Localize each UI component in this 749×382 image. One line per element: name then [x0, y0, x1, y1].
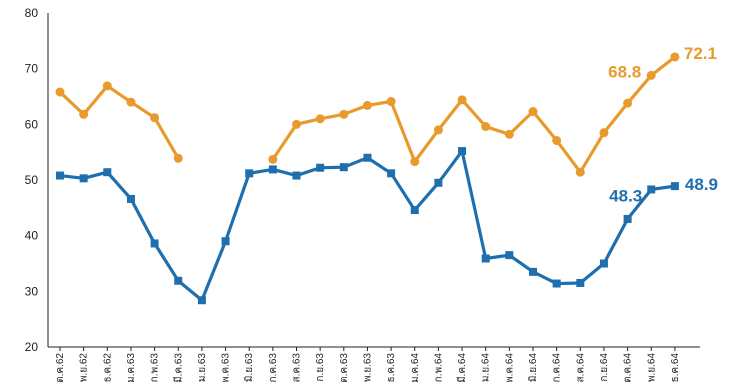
- x-tick-label: ก.ย.63: [315, 353, 326, 382]
- series-1-point: [647, 185, 656, 194]
- series-1-point: [623, 214, 632, 223]
- series-0-point: [102, 81, 112, 91]
- series-1-point: [529, 267, 537, 276]
- series-0-point: [339, 109, 349, 119]
- series-markers: [55, 52, 680, 305]
- x-tick-label: ก.ค.64: [552, 353, 563, 382]
- series-0-point: [362, 100, 372, 110]
- x-tick-label: ธ.ค.64: [670, 353, 681, 382]
- x-tick-label: ก.ย.64: [599, 353, 610, 382]
- series-1-point: [576, 278, 585, 287]
- series-0-point: [150, 113, 160, 123]
- series-0-point: [268, 154, 278, 164]
- series-0-point: [623, 98, 633, 108]
- x-tick-labels: ต.ค.62 พ.ย.62 ธ.ค.62 ม.ค.63 ก.พ.63 มี.ค.63 เม.…: [55, 347, 681, 382]
- series-1-point: [103, 168, 112, 177]
- y-tick-label: 50: [25, 173, 39, 187]
- y-tick-label: 60: [25, 117, 39, 131]
- series-1-point: [505, 251, 514, 260]
- y-tick-label: 70: [25, 62, 39, 76]
- series-1-point: [410, 206, 419, 215]
- x-tick-label: ต.ค.62: [55, 353, 66, 382]
- x-tick-label: ม.ค.63: [126, 353, 137, 382]
- series-0-point: [433, 125, 443, 135]
- series-0-point: [55, 87, 65, 97]
- x-tick-label: พ.ย.64: [646, 353, 657, 382]
- x-tick-label: ต.ค.64: [623, 353, 634, 382]
- series-1-point: [197, 296, 206, 305]
- x-tick-label: มิ.ย.64: [528, 353, 539, 382]
- series-0-point: [528, 107, 538, 117]
- x-tick-label: พ.ย.63: [362, 353, 373, 382]
- series-0-point: [410, 157, 420, 167]
- series-1-point: [79, 174, 88, 183]
- series-1-point: [126, 194, 135, 203]
- y-tick-label: 40: [25, 229, 39, 243]
- x-tick-label: ส.ค.64: [575, 353, 586, 382]
- x-tick-label: ก.ค.63: [268, 353, 279, 382]
- data-label: 68.8: [608, 62, 641, 81]
- series-0-point: [292, 119, 301, 129]
- x-tick-label: ก.พ.64: [433, 353, 444, 382]
- series-1-point: [363, 153, 372, 162]
- series-lines: [58, 55, 676, 302]
- series-1-point: [245, 169, 254, 178]
- x-tick-label: พ.ค.63: [221, 353, 232, 382]
- series-1-point: [481, 254, 490, 263]
- series-1-point: [670, 182, 679, 191]
- x-tick-label: มี.ค.63: [172, 353, 184, 382]
- data-label: 48.9: [685, 175, 718, 194]
- x-tick-label: ธ.ค.63: [386, 353, 397, 382]
- series-0-point: [646, 70, 656, 80]
- x-tick-label: เม.ย.64: [481, 353, 492, 382]
- data-labels: 68.8 72.1 48.3 48.9: [608, 44, 718, 205]
- series-1-point: [599, 259, 608, 268]
- series-0-point: [386, 97, 396, 107]
- series-1-point: [221, 237, 230, 246]
- series-1-point: [552, 279, 561, 288]
- series-1-point: [268, 165, 277, 174]
- chart-axes: [47, 13, 700, 348]
- x-tick-label: ส.ค.63: [292, 353, 303, 382]
- series-1-point: [150, 239, 159, 248]
- series-1-point: [434, 178, 443, 187]
- series-0-point: [173, 153, 183, 163]
- series-1-point: [339, 163, 348, 172]
- series-1-point: [387, 169, 396, 178]
- series-0-line: [58, 84, 180, 160]
- x-tick-label: พ.ค.64: [504, 353, 515, 382]
- series-0-point: [552, 135, 562, 145]
- series-0-point: [504, 129, 514, 139]
- series-0-point: [126, 97, 136, 107]
- x-tick-label: ก.พ.63: [150, 353, 161, 382]
- x-tick-label: พ.ย.62: [79, 353, 90, 382]
- series-1-point: [292, 171, 301, 180]
- x-tick-label: ม.ค.64: [410, 353, 421, 382]
- series-1-point: [56, 171, 64, 180]
- series-0-point: [457, 95, 467, 105]
- x-tick-label: มี.ค.64: [456, 353, 468, 382]
- series-0-point: [481, 122, 491, 132]
- series-0-point: [315, 114, 325, 124]
- x-tick-label: ธ.ค.62: [102, 353, 113, 382]
- y-tick-label: 80: [25, 6, 39, 20]
- series-0-point: [79, 109, 89, 119]
- x-tick-label: เม.ย.63: [197, 353, 208, 382]
- series-0-point: [670, 52, 680, 62]
- series-0-point: [575, 167, 585, 177]
- y-tick-label: 30: [25, 284, 39, 298]
- x-tick-label: มิ.ย.63: [244, 353, 255, 382]
- series-1-point: [316, 163, 325, 172]
- series-0-point: [599, 128, 609, 138]
- data-label: 48.3: [609, 186, 642, 205]
- series-1-point: [174, 276, 183, 285]
- data-label: 72.1: [684, 44, 717, 63]
- series-1-point: [458, 147, 467, 156]
- y-tick-labels: 20 30 40 50 60 70 80: [25, 6, 39, 354]
- y-tick-label: 20: [25, 340, 39, 354]
- x-tick-label: ต.ค.63: [339, 353, 350, 382]
